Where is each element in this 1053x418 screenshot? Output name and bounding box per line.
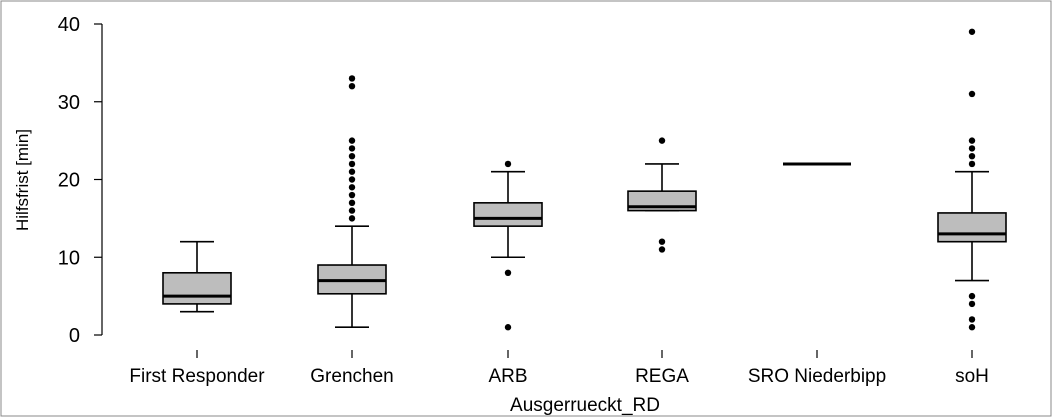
outlier-point	[348, 184, 356, 191]
iqr-box	[162, 271, 232, 305]
outlier-point	[348, 215, 356, 222]
y-tick-label: 40	[58, 14, 80, 36]
outlier-point	[968, 152, 976, 160]
outlier-point	[348, 160, 356, 168]
iqr-box	[937, 212, 1007, 243]
outlier-point	[968, 300, 976, 308]
outlier-point	[348, 191, 356, 199]
outlier-point	[348, 168, 356, 175]
outlier-point	[348, 145, 356, 152]
x-tick-label: soH	[955, 366, 989, 387]
y-tick-label: 10	[58, 247, 80, 269]
box-soh	[937, 28, 1007, 331]
outlier-point	[968, 137, 976, 144]
outlier-point	[504, 160, 512, 168]
box-rega	[627, 137, 697, 253]
outlier-point	[348, 83, 356, 90]
x-tick-label: First Responder	[129, 366, 265, 387]
outlier-point	[968, 292, 976, 300]
iqr-box	[473, 202, 543, 227]
outlier-point	[348, 176, 356, 183]
x-tick-label: Grenchen	[310, 366, 393, 387]
outlier-point	[658, 246, 666, 253]
y-tick-label: 30	[58, 92, 80, 114]
y-axis-title: Hilfsfrist [min]	[13, 129, 32, 231]
outlier-point	[968, 316, 976, 323]
x-tick-label: REGA	[635, 366, 689, 387]
outlier-point	[968, 324, 976, 331]
outlier-point	[968, 90, 976, 98]
outlier-point	[658, 137, 666, 144]
outlier-point	[968, 28, 976, 35]
outlier-point	[968, 160, 976, 168]
y-tick-label: 20	[58, 170, 80, 192]
x-axis-title: Ausgerrueckt_RD	[510, 395, 660, 416]
outlier-point	[658, 238, 666, 245]
box-arb	[473, 160, 543, 331]
outlier-point	[968, 145, 976, 152]
box-series	[162, 28, 1007, 331]
x-axis-ticks: First Responder Grenchen ARB REGA SRO Nieder…	[129, 350, 989, 387]
outlier-point	[504, 269, 512, 276]
outlier-point	[348, 199, 356, 207]
outlier-point	[348, 75, 356, 82]
outlier-point	[348, 137, 356, 144]
x-tick-label: SRO Niederbipp	[748, 366, 886, 387]
outlier-point	[348, 152, 356, 160]
outlier-point	[504, 324, 512, 331]
y-tick-label: 0	[69, 325, 80, 347]
x-tick-label: ARB	[488, 366, 527, 387]
box-grenchen	[317, 75, 387, 329]
box-first-responder	[162, 240, 232, 313]
outlier-point	[348, 207, 356, 214]
y-axis-ticks: 0 10 20 30 40	[58, 14, 102, 347]
